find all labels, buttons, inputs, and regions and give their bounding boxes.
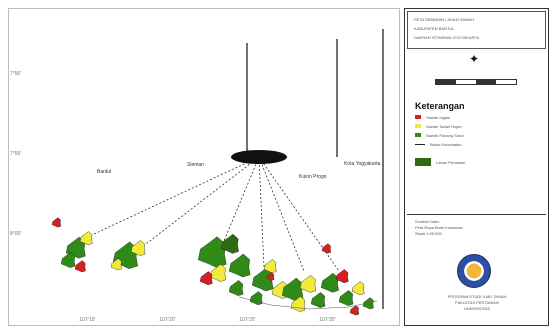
lon-tick: 110°20' xyxy=(159,317,176,323)
legend-header-line: DAERAH ISTIMEWA YOGYAKARTA xyxy=(414,35,480,40)
institution-line: FAKULTAS PERTANIAN xyxy=(455,300,499,305)
land-parcel xyxy=(299,274,317,293)
legend-label: Sawah Pasang Surut xyxy=(426,132,464,138)
callout-line xyxy=(78,156,260,242)
north-arrow-icon: ✦ xyxy=(469,52,480,66)
location-marker xyxy=(231,150,287,164)
legend-item: Sawah Pasang Surut xyxy=(415,131,464,139)
lon-tick: 110°30' xyxy=(319,317,336,323)
legend-item: Sawah Irigasi xyxy=(415,113,450,121)
land-parcel xyxy=(249,291,263,306)
yellow-parcel-icon xyxy=(415,124,421,128)
darkgreen-area-icon xyxy=(415,158,431,166)
land-parcel xyxy=(349,305,360,316)
land-parcel xyxy=(320,272,339,293)
legend-item: Sawah Tadah Hujan xyxy=(415,122,462,130)
map-frame: 110°15' 110°20' 110°25' 110°30' 7°50' 7°… xyxy=(8,8,400,326)
lon-tick: 110°15' xyxy=(79,317,96,323)
land-parcel xyxy=(199,271,213,286)
legend-label: Sawah Irigasi xyxy=(426,114,451,120)
info-line: Peta Rupa Bumi Indonesia xyxy=(415,225,463,230)
land-parcel xyxy=(209,263,227,282)
land-parcel xyxy=(51,217,62,228)
institution-line: UNIVERSITAS xyxy=(463,306,491,311)
legend-header-box: PETA SEBARAN LAHAN SAWAH KABUPATEN BANTU… xyxy=(407,11,546,49)
place-label: Sleman xyxy=(187,162,204,168)
land-parcel xyxy=(130,240,146,256)
institution-text: PROGRAM STUDI ILMU TANAH FAKULTAS PERTAN… xyxy=(411,294,543,312)
lat-tick: 8°00' xyxy=(10,231,22,237)
land-parcel xyxy=(228,253,251,278)
info-box: Sumber Data: Peta Rupa Bumi Indonesia Sk… xyxy=(415,219,535,237)
place-label: Kulon Progo xyxy=(299,174,327,180)
land-parcel xyxy=(335,269,349,284)
legend-item: Batas Kecamatan xyxy=(415,140,462,148)
legend-label: Sawah Tadah Hujan xyxy=(426,123,462,129)
land-parcel xyxy=(74,260,86,273)
info-line: Sumber Data: xyxy=(415,219,440,224)
legend-divider xyxy=(407,214,546,215)
legend-panel: PETA SEBARAN LAHAN SAWAH KABUPATEN BANTU… xyxy=(404,8,549,326)
land-parcel xyxy=(338,290,354,306)
institution-logo xyxy=(457,254,491,288)
land-parcel xyxy=(228,280,244,296)
legend-label: Lahan Pertanian xyxy=(436,159,466,165)
legend-header-line: KABUPATEN BANTUL xyxy=(414,26,455,31)
land-parcel xyxy=(79,231,93,246)
callout-line xyxy=(223,156,260,242)
land-parcel xyxy=(362,297,374,310)
boundary-line-icon xyxy=(415,143,425,145)
land-parcel xyxy=(60,252,76,268)
place-label: Kota Yogyakarta xyxy=(344,161,381,167)
land-parcel xyxy=(266,272,275,281)
info-line: Skala 1:25.000 xyxy=(415,231,442,236)
callout-line xyxy=(258,156,305,272)
legend-title: Keterangan xyxy=(415,101,465,111)
land-parcel xyxy=(351,281,365,296)
map-svg xyxy=(51,29,384,316)
place-label: Bantul xyxy=(97,169,112,175)
legend-label: Batas Kecamatan xyxy=(430,141,462,147)
land-parcel xyxy=(110,258,122,271)
lat-tick: 7°50' xyxy=(10,71,22,77)
land-parcel xyxy=(310,292,326,308)
land-parcel xyxy=(263,259,277,274)
land-parcels xyxy=(51,217,378,316)
institution-line: PROGRAM STUDI ILMU TANAH xyxy=(447,294,507,299)
callout-line xyxy=(128,156,260,258)
legend-area-item: Lahan Pertanian xyxy=(415,158,465,166)
land-parcel xyxy=(220,233,239,254)
callout-line xyxy=(258,156,265,268)
red-parcel-icon xyxy=(415,115,421,119)
lon-tick: 110°25' xyxy=(239,317,256,323)
land-parcel xyxy=(321,243,332,254)
road-line xyxy=(238,296,378,310)
land-parcel xyxy=(197,236,227,268)
green-parcel-icon xyxy=(415,133,421,137)
scale-bar xyxy=(435,79,517,85)
lat-tick: 7°55' xyxy=(10,151,22,157)
land-parcel xyxy=(290,296,306,312)
legend-header-line: PETA SEBARAN LAHAN SAWAH xyxy=(414,17,475,22)
